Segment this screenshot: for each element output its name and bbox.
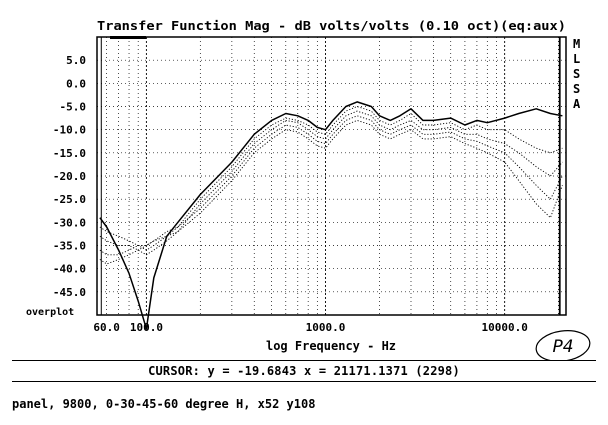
y-tick-label: -15.0 bbox=[53, 147, 86, 160]
x-tick-labels: 60.0 100.0 1000.0 10000.0 bbox=[93, 321, 527, 334]
divider-top bbox=[12, 360, 596, 361]
y-tick-label: -5.0 bbox=[60, 101, 87, 114]
page-mark-text: P4 bbox=[552, 337, 573, 357]
side-label-letter: A bbox=[573, 97, 581, 111]
y-tick-labels: 5.0 0.0 -5.0 -10.0 -15.0 -20.0 -25.0 -30.0 -35.0… bbox=[53, 54, 86, 299]
cursor-readout: CURSOR: y = -19.6843 x = 21171.1371 (229… bbox=[148, 364, 460, 378]
x-tick-label: 1000.0 bbox=[306, 321, 346, 334]
side-label-letter: L bbox=[573, 52, 580, 66]
x-tick-label: 100.0 bbox=[130, 321, 163, 334]
y-tick-label: -40.0 bbox=[53, 263, 86, 276]
y-tick-label: -20.0 bbox=[53, 170, 86, 183]
chart-title: Transfer Function Mag - dB volts/volts (… bbox=[97, 19, 566, 33]
y-tick-label: -35.0 bbox=[53, 240, 86, 253]
series-line-5 bbox=[99, 119, 563, 265]
divider-bottom bbox=[12, 381, 596, 382]
y-tick-label: 0.0 bbox=[66, 77, 86, 90]
y-tick-label: 5.0 bbox=[66, 54, 86, 67]
grid bbox=[97, 37, 566, 315]
series-line-1 bbox=[99, 101, 563, 330]
page-mark-circle bbox=[535, 330, 591, 360]
y-tick-label: -30.0 bbox=[53, 216, 86, 229]
caption: panel, 9800, 0-30-45-60 degree H, x52 y1… bbox=[12, 397, 316, 411]
overplot-label: overplot bbox=[26, 307, 74, 318]
series-line-2 bbox=[99, 106, 563, 251]
title-marker bbox=[110, 36, 146, 39]
series-line-4 bbox=[99, 115, 563, 256]
x-axis-label: log Frequency - Hz bbox=[266, 339, 396, 353]
side-label-letter: S bbox=[573, 67, 580, 81]
y-tick-label: -25.0 bbox=[53, 193, 86, 206]
series-layer bbox=[99, 101, 563, 330]
x-tick-label: 60.0 bbox=[93, 321, 120, 334]
page-mark: P4 bbox=[535, 330, 591, 360]
y-tick-label: -45.0 bbox=[53, 286, 86, 299]
y-tick-label: -10.0 bbox=[53, 124, 86, 137]
chart: 5.0 0.0 -5.0 -10.0 -15.0 -20.0 -25.0 -30.0 -35.0… bbox=[26, 19, 591, 360]
plot-frame bbox=[96, 36, 567, 316]
side-label-letter: M bbox=[573, 37, 580, 51]
side-label-letter: S bbox=[573, 82, 580, 96]
x-tick-label: 10000.0 bbox=[481, 321, 527, 334]
